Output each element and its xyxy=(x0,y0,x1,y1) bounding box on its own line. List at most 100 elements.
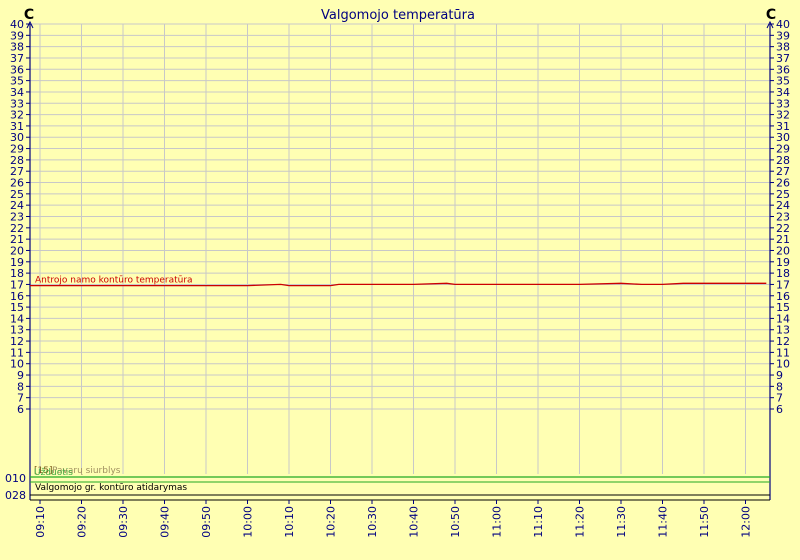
y-tick-label: 7 xyxy=(17,392,24,405)
y-tick-label: 6 xyxy=(17,403,24,416)
y-unit-right: C xyxy=(766,7,776,23)
y-tick-label: 11 xyxy=(10,346,24,359)
x-tick-label: 09:40 xyxy=(159,506,172,538)
y-tick-label: 20 xyxy=(776,244,790,257)
y-tick-label: 14 xyxy=(10,312,24,325)
grid xyxy=(30,23,770,474)
y-tick-label: 16 xyxy=(10,290,24,303)
y-tick-label: 15 xyxy=(10,301,24,314)
status-label: Užduotis xyxy=(34,468,73,478)
y-tick-label: 29 xyxy=(10,143,24,156)
y-tick-label: 35 xyxy=(10,75,24,88)
y-tick-label: 8 xyxy=(17,380,24,393)
y-tick-label: 26 xyxy=(776,177,790,190)
x-tick-label: 12:00 xyxy=(740,506,753,538)
series-line xyxy=(30,282,767,287)
y-tick-label: 21 xyxy=(776,233,790,246)
y-tick-label: 22 xyxy=(776,222,790,235)
y-tick-label: 10 xyxy=(10,358,24,371)
y-tick-label: 10 xyxy=(776,358,790,371)
x-tick-label: 10:20 xyxy=(325,506,338,538)
y-axis-right-arrow xyxy=(766,20,774,29)
y-tick-label: 11 xyxy=(776,346,790,359)
y-tick-label: 21 xyxy=(10,233,24,246)
y-tick-label: 23 xyxy=(10,211,24,224)
y-tick-label: 24 xyxy=(776,199,790,212)
status-label: Pavarų siurblys xyxy=(52,466,121,476)
y-tick-label: 6 xyxy=(776,403,783,416)
y-tick-label: 16 xyxy=(776,290,790,303)
x-tick-label: 10:50 xyxy=(449,506,462,538)
y-tick-label: 18 xyxy=(10,267,24,280)
x-tick-label: 11:30 xyxy=(615,506,628,538)
y-tick-label: 40 xyxy=(776,18,790,31)
y-tick-label: 27 xyxy=(776,165,790,178)
y-tick-label: 33 xyxy=(10,97,24,110)
y-tick-label: 27 xyxy=(10,165,24,178)
y-tick-label: 31 xyxy=(776,120,790,133)
y-tick-label: 32 xyxy=(10,109,24,122)
y-tick-label: 26 xyxy=(10,177,24,190)
x-tick-label: 11:00 xyxy=(491,506,504,538)
y-axis-left-arrow xyxy=(26,20,34,29)
y-tick-label: 15 xyxy=(776,301,790,314)
y-tick-label: 33 xyxy=(776,97,790,110)
x-tick-label: 09:20 xyxy=(76,506,89,538)
y-tick-label: 29 xyxy=(776,143,790,156)
status-label: Valgomojo gr. kontūro atidarymas xyxy=(35,483,187,493)
y-tick-label: 20 xyxy=(10,244,24,257)
y-tick-label: 17 xyxy=(10,278,24,291)
chart-title: Valgomojo temperatūra xyxy=(321,8,475,23)
y-tick-label: 35 xyxy=(776,75,790,88)
y-tick-label: 39 xyxy=(10,29,24,42)
y-tick-label: 34 xyxy=(10,86,24,99)
y-tick-label: 28 xyxy=(776,154,790,167)
x-tick-label: 10:30 xyxy=(366,506,379,538)
series-layer: Antrojo namo kontūro temperatūra xyxy=(30,276,767,287)
y-unit-left: C xyxy=(24,7,34,23)
y-tick-label: 13 xyxy=(10,324,24,337)
y-tick-label: 23 xyxy=(776,211,790,224)
x-tick-label: 11:40 xyxy=(657,506,670,538)
x-tick-label: 09:10 xyxy=(34,506,47,538)
y-tick-label: 25 xyxy=(776,188,790,201)
y-tick-label: 30 xyxy=(776,131,790,144)
y-tick-label: 9 xyxy=(776,369,783,382)
x-tick-label: 11:10 xyxy=(532,506,545,538)
y-tick-label: 8 xyxy=(776,380,783,393)
series-label: Antrojo namo kontūro temperatūra xyxy=(35,276,193,286)
y-tick-label: 14 xyxy=(776,312,790,325)
y-tick-label: 30 xyxy=(10,131,24,144)
y-tick-label: 9 xyxy=(17,369,24,382)
y-tick-label: 13 xyxy=(776,324,790,337)
status-label: [15] xyxy=(34,466,52,476)
y-tick-label: 31 xyxy=(10,120,24,133)
y-ticks-left: 6789101112131415161718192021222324252627… xyxy=(10,18,30,416)
x-ticks: 09:10 09:20 09:30 09:40 09:50 10:00 10:10 10:20… xyxy=(34,500,753,538)
y-tick-label: 19 xyxy=(776,256,790,269)
y-tick-label: 36 xyxy=(10,63,24,76)
x-tick-label: 09:30 xyxy=(117,506,130,538)
x-tick-label: 10:00 xyxy=(242,506,255,538)
y-tick-label: 12 xyxy=(10,335,24,348)
y-tick-label: 25 xyxy=(10,188,24,201)
y-tick-label: 18 xyxy=(776,267,790,280)
y-tick-label: 36 xyxy=(776,63,790,76)
y-tick-label: 28 xyxy=(10,154,24,167)
status-row-label: 010 xyxy=(5,472,26,485)
y-tick-label: 7 xyxy=(776,392,783,405)
y-tick-label: 38 xyxy=(776,41,790,54)
y-tick-label: 37 xyxy=(10,52,24,65)
x-tick-label: 09:50 xyxy=(200,506,213,538)
y-tick-label: 38 xyxy=(10,41,24,54)
y-tick-label: 37 xyxy=(776,52,790,65)
y-tick-label: 39 xyxy=(776,29,790,42)
status-row-label: 028 xyxy=(5,489,26,502)
y-ticks-right: 6789101112131415161718192021222324252627… xyxy=(770,18,790,416)
y-tick-label: 17 xyxy=(776,278,790,291)
x-tick-label: 11:50 xyxy=(698,506,711,538)
